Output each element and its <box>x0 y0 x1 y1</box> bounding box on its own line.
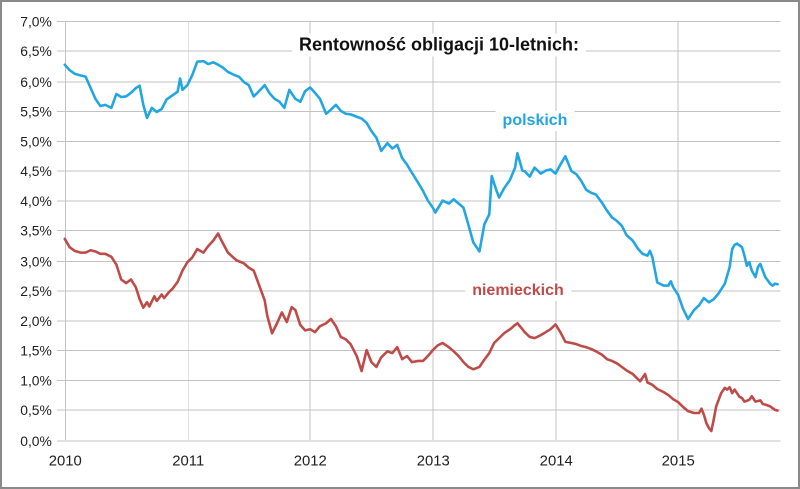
series-label-polskich: polskich <box>495 111 575 131</box>
x-tick-label: 2010 <box>49 454 82 470</box>
series-line-niemieckich <box>63 232 779 433</box>
y-tick-label: 1,0% <box>20 372 52 388</box>
y-tick-label: 4,0% <box>20 193 52 209</box>
y-tick-label: 0,5% <box>20 402 52 418</box>
y-tick-label: 5,5% <box>20 104 52 120</box>
y-tick-label: 3,0% <box>20 253 52 269</box>
series-line-polskich <box>63 59 779 321</box>
x-tick-label: 2014 <box>540 454 573 470</box>
y-tick-label: 6,5% <box>20 43 52 59</box>
series-label-niemieckich: niemieckich <box>465 281 571 301</box>
y-tick-label: 3,5% <box>20 223 52 239</box>
y-tick-label: 7,0% <box>20 13 52 29</box>
chart-title: Rentowność obligacji 10-letnich: <box>291 33 587 57</box>
y-tick-label: 0,0% <box>20 433 52 449</box>
y-tick-label: 6,0% <box>20 74 52 90</box>
y-tick-label: 4,5% <box>20 163 52 179</box>
y-tick-label: 2,5% <box>20 283 52 299</box>
x-tick-label: 2013 <box>417 454 450 470</box>
x-tick-label: 2011 <box>172 454 204 470</box>
y-tick-label: 5,0% <box>20 133 52 149</box>
x-tick-label: 2012 <box>294 454 327 470</box>
y-tick-label: 1,5% <box>20 343 52 359</box>
y-tick-label: 2,0% <box>20 313 52 329</box>
x-tick-label: 2015 <box>662 454 695 470</box>
